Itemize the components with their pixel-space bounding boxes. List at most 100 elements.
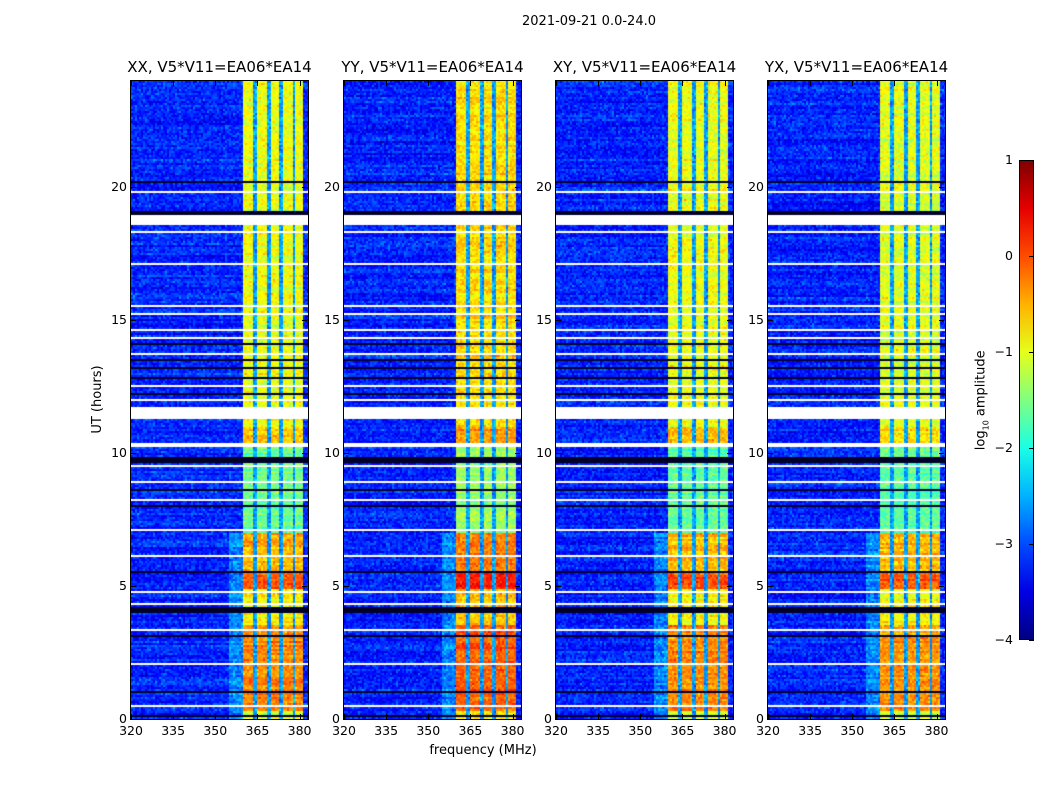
x-tick-label: 380: [287, 723, 312, 738]
y-tick-label: 5: [119, 578, 127, 594]
y-tick-label: 10: [324, 445, 340, 461]
x-tick: [810, 714, 812, 719]
y-tick-label: 15: [111, 312, 127, 328]
x-tick: [894, 714, 896, 719]
y-tick: [302, 453, 307, 455]
x-tick-label: 320: [119, 723, 143, 738]
y-tick-label: 0: [119, 711, 127, 726]
panel-title: YY, V5*V11=EA06*EA14: [341, 58, 524, 76]
y-tick-label: 10: [111, 445, 127, 461]
x-tick-label: 350: [840, 723, 865, 738]
y-tick: [939, 719, 944, 720]
y-tick: [344, 320, 349, 322]
y-tick: [344, 453, 349, 455]
x-tick: [428, 81, 430, 86]
y-tick-label: 10: [536, 445, 552, 461]
y-tick: [344, 187, 349, 189]
x-tick: [598, 81, 600, 86]
x-tick: [724, 81, 726, 86]
y-tick: [515, 719, 520, 720]
x-tick-label: 350: [416, 723, 441, 738]
y-tick: [556, 453, 561, 455]
x-tick: [386, 714, 388, 719]
y-tick-label: 0: [756, 711, 764, 726]
y-tick: [768, 187, 773, 189]
x-tick-label: 380: [712, 723, 737, 738]
x-tick: [936, 714, 938, 719]
y-tick: [302, 719, 307, 720]
y-tick: [344, 719, 349, 720]
x-tick-label: 320: [544, 723, 568, 738]
x-tick-label: 380: [924, 723, 949, 738]
y-axis-label: UT (hours): [90, 365, 105, 434]
x-tick: [299, 714, 301, 719]
x-tick-label: 365: [882, 723, 907, 738]
x-tick: [470, 81, 472, 86]
y-tick-label: 0: [332, 711, 340, 726]
x-tick: [810, 81, 812, 86]
y-tick-label: 5: [756, 578, 764, 594]
y-tick: [727, 187, 732, 189]
y-tick: [768, 586, 773, 588]
y-tick: [939, 320, 944, 322]
y-tick-label: 15: [324, 312, 340, 328]
heatmap-yy: [344, 81, 521, 719]
colorbar-tick: [1029, 448, 1034, 449]
heatmap-yx: [768, 81, 945, 719]
x-tick: [299, 81, 301, 86]
x-tick-label: 350: [628, 723, 653, 738]
y-tick-label: 20: [324, 179, 340, 195]
y-tick-label: 20: [536, 179, 552, 195]
x-tick: [894, 81, 896, 86]
colorbar-tick: [1029, 544, 1034, 545]
colorbar-tick: [1029, 640, 1034, 641]
x-tick: [556, 714, 557, 719]
x-tick: [768, 81, 769, 86]
y-tick: [344, 586, 349, 588]
x-tick: [512, 714, 514, 719]
y-tick: [302, 187, 307, 189]
y-tick-label: 15: [536, 312, 552, 328]
y-tick: [556, 187, 561, 189]
colorbar-tick: [1029, 160, 1034, 161]
y-tick: [727, 719, 732, 720]
y-tick: [556, 719, 561, 720]
x-tick-label: 335: [586, 723, 611, 738]
y-tick: [556, 320, 561, 322]
y-tick-label: 5: [544, 578, 552, 594]
y-tick: [515, 586, 520, 588]
y-tick: [939, 187, 944, 189]
y-tick-label: 20: [111, 179, 127, 195]
y-tick: [727, 320, 732, 322]
x-tick-label: 335: [161, 723, 186, 738]
x-tick: [257, 81, 259, 86]
x-tick-label: 320: [332, 723, 356, 738]
colorbar-tick-label: −3: [994, 536, 1013, 551]
y-tick: [131, 453, 136, 455]
x-tick: [173, 714, 175, 719]
x-tick: [598, 714, 600, 719]
x-tick: [640, 81, 642, 86]
x-tick-label: 350: [203, 723, 228, 738]
y-tick: [302, 586, 307, 588]
panel-yx: YX, V5*V11=EA06*EA14 320 335 350 365 380 0 5 10…: [748, 58, 948, 738]
y-tick-label: 20: [748, 179, 764, 195]
x-tick: [852, 714, 854, 719]
panel-title: YX, V5*V11=EA06*EA14: [764, 58, 949, 76]
colorbar-tick-label: −2: [994, 440, 1013, 455]
x-tick: [852, 81, 854, 86]
heatmap-xx: [131, 81, 308, 719]
x-tick: [682, 81, 684, 86]
x-tick-label: 365: [245, 723, 270, 738]
x-tick-label: 365: [458, 723, 483, 738]
y-tick: [131, 719, 136, 720]
y-tick-label: 0: [544, 711, 552, 726]
panel-title: XX, V5*V11=EA06*EA14: [127, 58, 312, 76]
colorbar-tick-label: 0: [1005, 248, 1013, 263]
x-tick: [428, 714, 430, 719]
y-tick-label: 10: [748, 445, 764, 461]
x-tick-label: 320: [756, 723, 780, 738]
x-tick: [344, 714, 345, 719]
y-tick: [727, 586, 732, 588]
colorbar-tick-label: −4: [994, 632, 1013, 647]
